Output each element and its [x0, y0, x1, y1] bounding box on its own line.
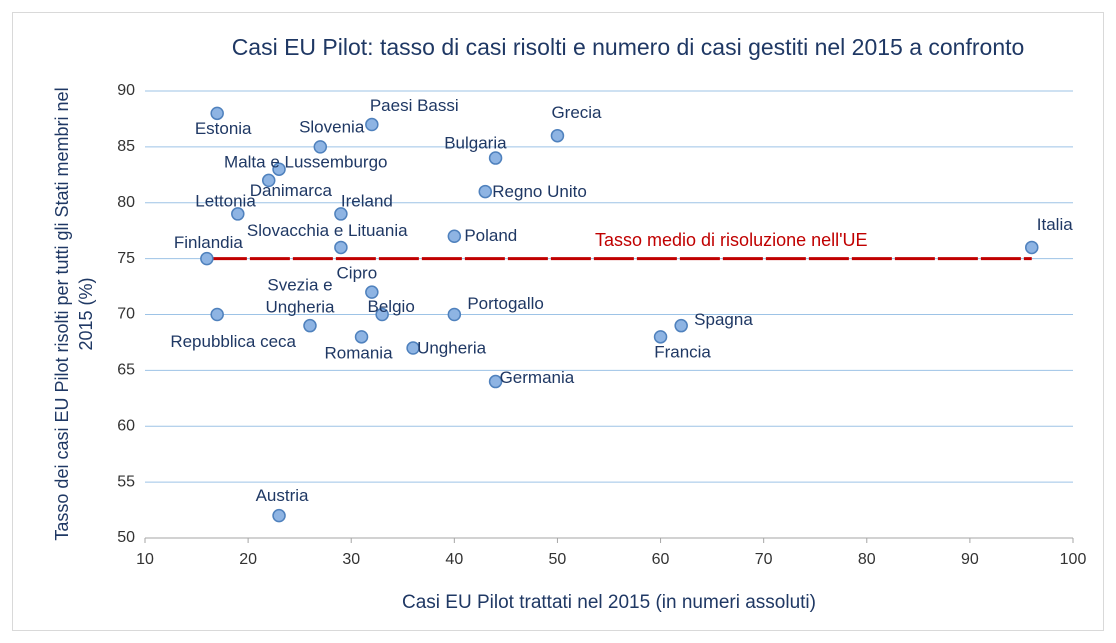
data-point	[1025, 240, 1039, 255]
data-point	[488, 374, 503, 389]
point-label: Cipro	[337, 264, 378, 283]
point-label: Ungheria	[417, 339, 487, 358]
chart-frame	[12, 12, 1104, 631]
point-label: Slovenia	[299, 117, 365, 136]
data-point	[447, 229, 462, 244]
point-label: Repubblica ceca	[170, 332, 296, 351]
data-point	[210, 307, 224, 322]
x-tick-label: 80	[858, 551, 876, 568]
x-tick-label: 100	[1060, 551, 1087, 568]
y-tick-label: 70	[117, 306, 135, 323]
y-tick-label: 65	[117, 362, 135, 379]
point-label: Francia	[654, 342, 711, 361]
x-tick-label: 90	[961, 551, 979, 568]
y-tick-label: 80	[117, 194, 135, 211]
data-point	[375, 307, 389, 322]
data-point	[550, 128, 565, 143]
y-axis-title: Tasso dei casi EU Pilot risolti per tutt…	[52, 87, 96, 541]
point-label: Italia	[1037, 215, 1073, 234]
point-label: Poland	[464, 226, 517, 245]
label-line: Svezia e	[267, 276, 332, 295]
point-label: Paesi Bassi	[370, 96, 459, 115]
x-tick-label: 10	[136, 551, 154, 568]
data-point	[303, 318, 317, 333]
data-point	[365, 285, 379, 299]
x-axis-title: Casi EU Pilot trattati nel 2015 (in nume…	[402, 592, 816, 613]
point-label: Austria	[256, 486, 309, 505]
data-point	[488, 151, 503, 165]
x-tick-label: 20	[239, 551, 257, 568]
data-point	[272, 508, 286, 523]
data-point	[313, 140, 328, 154]
y-tick-label: 75	[117, 250, 135, 267]
y-tick-label: 50	[117, 529, 135, 546]
y-tick-label: 55	[117, 473, 135, 490]
point-label: Portogallo	[467, 294, 544, 313]
data-point	[653, 330, 668, 344]
point-label: Grecia	[551, 103, 602, 122]
point-label: Finlandia	[174, 233, 244, 252]
x-tick-label: 70	[755, 551, 773, 568]
data-point	[354, 330, 369, 344]
point-label: Lettonia	[195, 191, 256, 210]
data-point	[231, 207, 245, 221]
data-point	[406, 341, 420, 355]
data-point	[365, 117, 379, 132]
y-tick-label: 85	[117, 138, 135, 155]
data-point	[334, 240, 348, 255]
point-label: Germania	[500, 368, 575, 387]
point-label: Ireland	[341, 191, 393, 210]
point-label: Romania	[325, 343, 394, 362]
point-label: Belgio	[368, 297, 415, 316]
point-label: Spagna	[694, 310, 753, 329]
data-point	[261, 173, 276, 188]
point-label: Bulgaria	[444, 134, 507, 153]
x-tick-label: 30	[342, 551, 360, 568]
data-point	[334, 207, 348, 221]
point-label: Danimarca	[250, 181, 333, 200]
data-point	[674, 318, 688, 333]
point-label: Slovacchia e Lituania	[247, 221, 408, 240]
data-point	[272, 162, 286, 176]
x-tick-label: 40	[445, 551, 463, 568]
data-point	[200, 251, 214, 266]
y-tick-label: 90	[117, 82, 135, 99]
point-label: Svezia e Ungheria	[265, 276, 335, 317]
x-tick-label: 60	[652, 551, 670, 568]
y-tick-label: 60	[117, 417, 135, 434]
chart-title: Casi EU Pilot: tasso di casi risolti e n…	[231, 34, 1025, 60]
point-label: Regno Unito	[492, 182, 587, 201]
x-tick-label: 50	[549, 551, 567, 568]
data-point	[210, 106, 224, 121]
label-line: Ungheria	[265, 298, 335, 317]
data-point	[478, 184, 493, 199]
data-point	[447, 307, 462, 322]
average-label: Tasso medio di risoluzione nell'UE	[595, 230, 868, 250]
point-label: Malta e Lussemburgo	[224, 153, 387, 172]
point-label: Estonia	[195, 119, 252, 138]
